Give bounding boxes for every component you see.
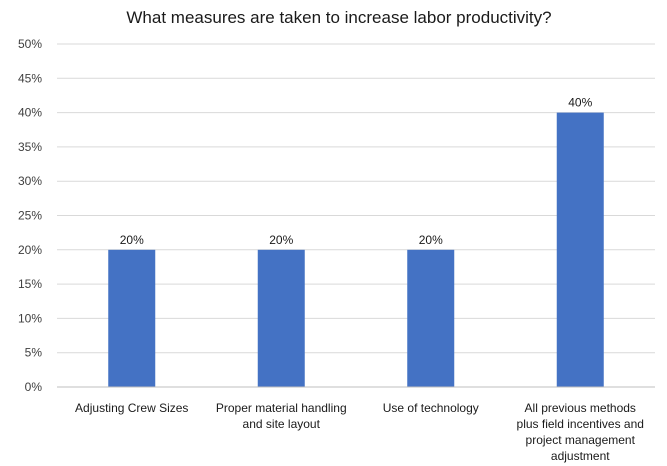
y-axis-tick-labels: 0% 5% 10% 15% 20% 25% 30% 35% 40% 45% 50%	[18, 37, 42, 394]
y-tick-label: 5%	[25, 346, 43, 360]
x-category-label: Proper material handling and site layout	[216, 401, 347, 431]
y-tick-label: 50%	[18, 37, 42, 51]
bar	[257, 249, 305, 387]
y-tick-label: 20%	[18, 243, 42, 257]
x-category-label: All previous methods plus field incentive…	[517, 401, 644, 463]
y-tick-label: 35%	[18, 140, 42, 154]
y-tick-label: 0%	[25, 380, 43, 394]
bar	[556, 112, 604, 387]
bar	[407, 249, 455, 387]
x-category-label: Use of technology	[383, 401, 479, 415]
y-tick-label: 45%	[18, 71, 42, 85]
chart-title: What measures are taken to increase labo…	[126, 8, 551, 27]
data-label: 20%	[419, 233, 443, 247]
y-tick-label: 30%	[18, 174, 42, 188]
y-tick-label: 40%	[18, 106, 42, 120]
y-tick-label: 15%	[18, 277, 42, 291]
bars	[108, 112, 604, 387]
data-label: 20%	[120, 233, 144, 247]
x-axis-category-labels: Adjusting Crew Sizes Proper material hand…	[75, 401, 644, 463]
y-tick-label: 10%	[18, 311, 42, 325]
y-tick-label: 25%	[18, 209, 42, 223]
data-label: 40%	[568, 96, 592, 110]
data-label: 20%	[269, 233, 293, 247]
bar	[108, 249, 156, 387]
gridlines	[57, 43, 655, 354]
x-category-label: Adjusting Crew Sizes	[75, 401, 188, 415]
data-labels: 20% 20% 20% 40%	[120, 96, 593, 247]
